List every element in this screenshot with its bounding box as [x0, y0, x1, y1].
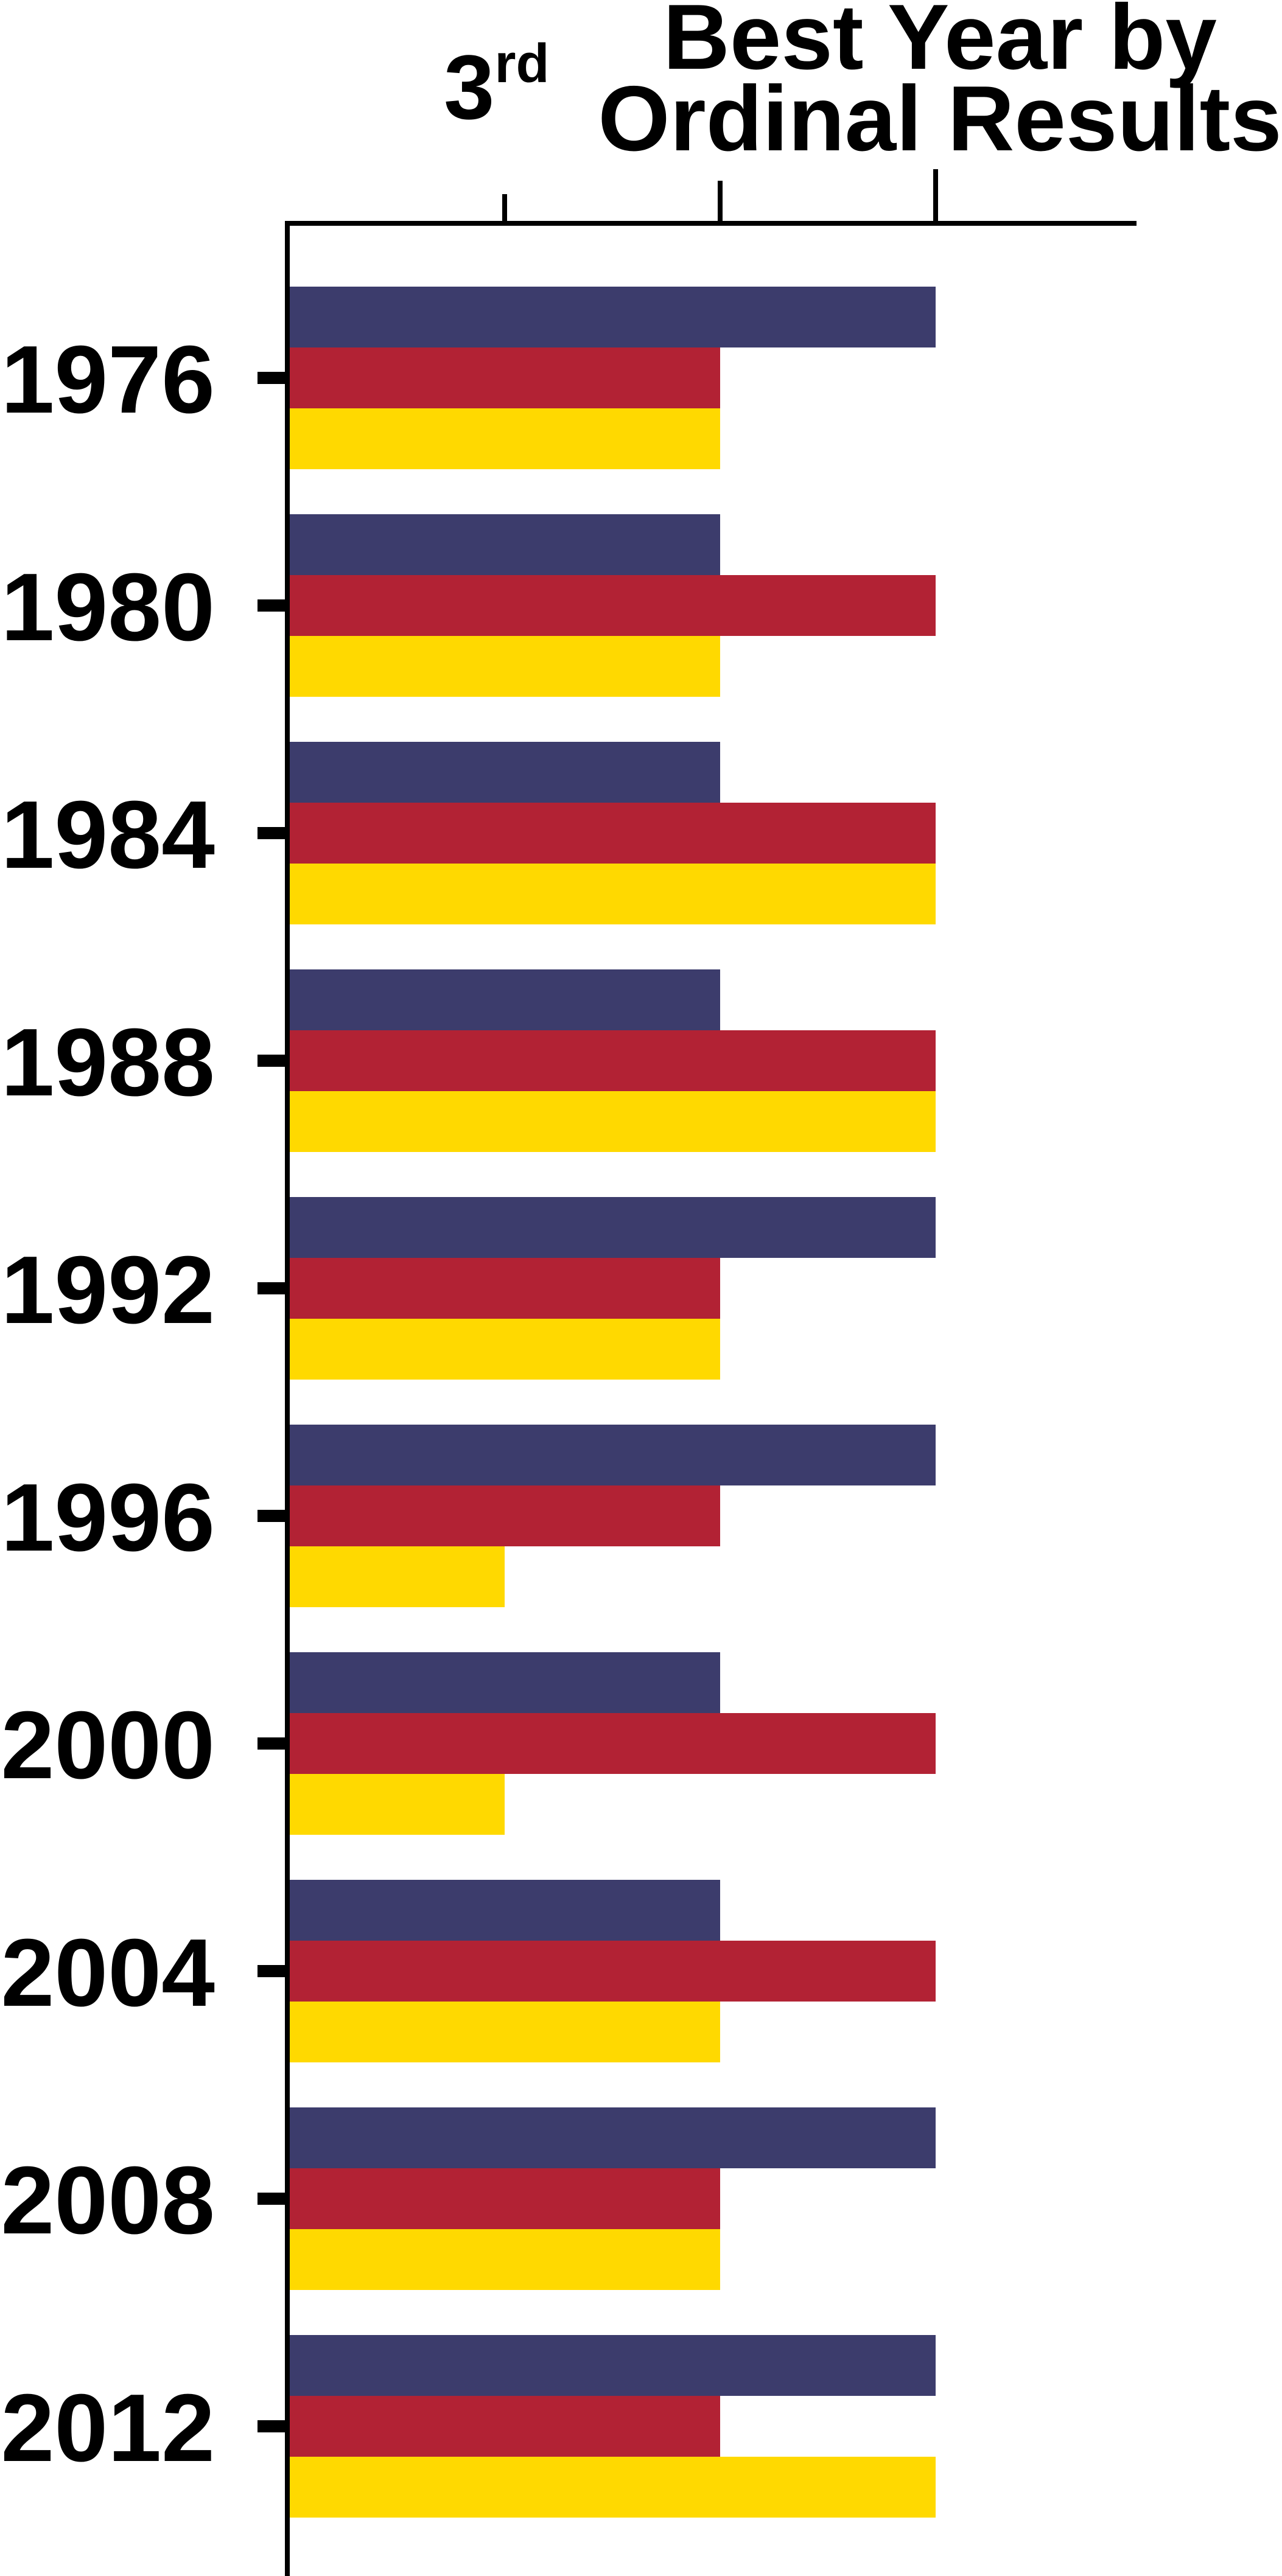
y-tick-2012 — [257, 2420, 288, 2432]
y-tick-label-1976: 1976 — [1, 326, 215, 433]
x-tick-rank-1 — [933, 169, 938, 223]
y-tick-1984 — [257, 827, 288, 839]
y-tick-1980 — [257, 599, 288, 612]
axes-group: 1976 1980 1984 1988 1992 1996 2000 2004 2008 2012… — [1, 33, 1137, 2576]
x-tick-label-suffix: rd — [494, 33, 549, 94]
y-tick-label-1980: 1980 — [1, 554, 215, 661]
bars-group — [289, 287, 936, 2518]
x-axis-line — [285, 221, 1137, 226]
bar-1980-series-3 — [289, 636, 720, 697]
bar-1996-series-1 — [289, 1425, 936, 1485]
bar-2012-series-1 — [289, 2335, 936, 2396]
title-line-2: Ordinal Results — [598, 67, 1281, 170]
bar-1984-series-2 — [289, 803, 936, 864]
bar-1996-series-2 — [289, 1485, 720, 1546]
bar-1996-series-3 — [289, 1546, 505, 1607]
y-tick-1976 — [257, 372, 288, 384]
bar-2008-series-1 — [289, 2107, 936, 2168]
bar-1980-series-1 — [289, 514, 720, 575]
bar-2012-series-3 — [289, 2457, 936, 2518]
y-tick-2004 — [257, 1965, 288, 1977]
y-tick-label-2004: 2004 — [1, 1919, 215, 2026]
bar-1988-series-2 — [289, 1030, 936, 1091]
x-tick-rank-2 — [718, 181, 723, 223]
bar-1992-series-3 — [289, 1319, 720, 1380]
y-axis-line — [285, 221, 290, 2576]
bar-1984-series-1 — [289, 742, 720, 803]
y-tick-label-1984: 1984 — [1, 781, 215, 888]
bar-2000-series-3 — [289, 1774, 505, 1835]
bar-1992-series-2 — [289, 1258, 720, 1319]
bar-2004-series-1 — [289, 1880, 720, 1941]
bar-1992-series-1 — [289, 1197, 936, 1258]
y-tick-label-2000: 2000 — [1, 1692, 215, 1799]
bar-2004-series-2 — [289, 1941, 936, 2002]
bar-2004-series-3 — [289, 2002, 720, 2062]
y-tick-label-2008: 2008 — [1, 2147, 215, 2254]
bar-2008-series-3 — [289, 2229, 720, 2290]
y-tick-1988 — [257, 1055, 288, 1067]
y-tick-2000 — [257, 1737, 288, 1750]
bar-1984-series-3 — [289, 864, 936, 924]
bar-1976-series-1 — [289, 287, 936, 347]
bar-1976-series-2 — [289, 347, 720, 408]
y-tick-1992 — [257, 1282, 288, 1294]
bar-1980-series-2 — [289, 575, 936, 636]
bar-1976-series-3 — [289, 408, 720, 469]
bar-2008-series-2 — [289, 2168, 720, 2229]
y-tick-label-1992: 1992 — [1, 1237, 215, 1344]
x-tick-rank-3 — [502, 194, 507, 223]
y-tick-label-1996: 1996 — [1, 1464, 215, 1571]
bar-2000-series-2 — [289, 1713, 936, 1774]
y-tick-label-1988: 1988 — [1, 1009, 215, 1116]
x-tick-label-number: 3 — [444, 36, 494, 138]
chart-title: Best Year by Ordinal Results — [598, 0, 1281, 170]
bar-1988-series-1 — [289, 969, 720, 1030]
y-tick-label-2012: 2012 — [1, 2375, 215, 2482]
bar-2012-series-2 — [289, 2396, 720, 2457]
bar-1988-series-3 — [289, 1091, 936, 1152]
title-line-1: Best Year by — [663, 0, 1217, 89]
bar-2000-series-1 — [289, 1652, 720, 1713]
x-tick-label-rank-3: 3rd — [444, 33, 549, 138]
y-tick-2008 — [257, 2193, 288, 2205]
y-tick-1996 — [257, 1510, 288, 1522]
